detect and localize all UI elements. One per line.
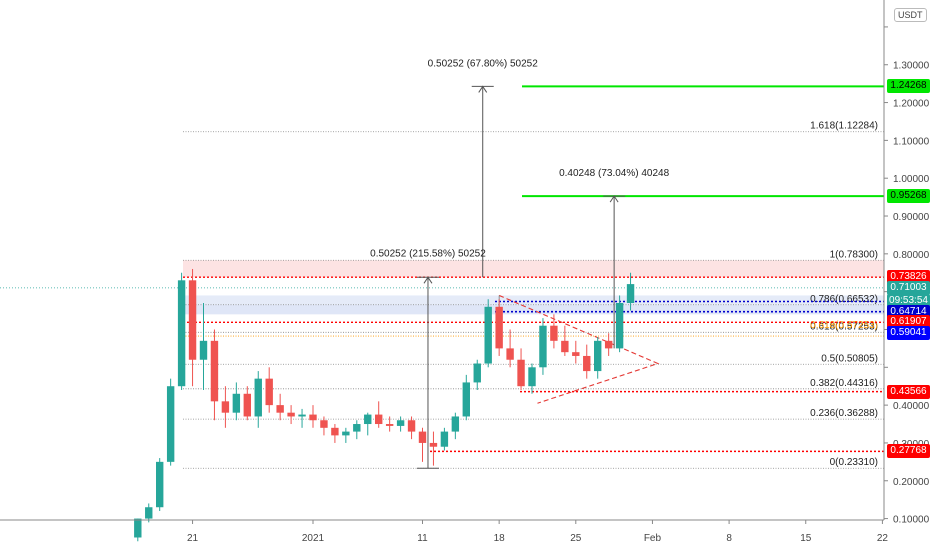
fib-label: 1.618(1.12284) — [810, 121, 878, 132]
candle-body — [462, 382, 470, 417]
candle-body — [221, 401, 230, 413]
candle-body — [396, 420, 405, 426]
candle-body — [331, 427, 339, 436]
candle-body — [177, 280, 186, 387]
fib-label: 0.618(0.57253) — [810, 321, 878, 332]
price-badge: 09:53:54 — [887, 293, 930, 308]
candle-body — [385, 424, 394, 426]
measurements: 0.50252 (67.80%) 50252 0.50252 (215.58%) … — [370, 58, 670, 469]
price-badge: 0.71003 — [887, 280, 930, 295]
price-badge: 0.43566 — [887, 384, 930, 399]
candle-body — [528, 367, 536, 387]
candle-body — [188, 280, 197, 360]
y-tick-label: 0.40000 — [893, 401, 930, 412]
fib-bands — [183, 260, 884, 315]
candle-body — [309, 414, 317, 421]
price-badge: 0.73826 — [887, 270, 930, 285]
y-tick-label: 1.10000 — [893, 136, 930, 147]
x-tick-label: 2021 — [302, 533, 325, 544]
fib-label: 0(0.23310) — [830, 457, 878, 468]
candle-body — [473, 363, 481, 383]
price-badge: 0.64714 — [887, 304, 930, 319]
fib-band-lower-blue — [183, 304, 884, 315]
measure-label: 0.40248 (73.04%) 40248 — [559, 168, 670, 179]
horizontal-levels — [0, 85, 884, 453]
y-tick-label: 0.80000 — [893, 250, 930, 261]
price-badge: 0.27768 — [887, 444, 930, 459]
x-tick-label: 15 — [800, 533, 812, 544]
candle-body — [353, 424, 361, 432]
candle-body — [594, 340, 602, 372]
candle-body — [375, 414, 383, 425]
x-tick-label: 18 — [494, 533, 506, 544]
candle-body — [517, 359, 525, 387]
y-tick-label: 0.20000 — [893, 477, 930, 488]
candle-body — [539, 325, 547, 368]
candle-body — [495, 306, 503, 349]
candle-body — [243, 393, 251, 417]
candle-body — [506, 348, 514, 360]
candle-body — [615, 303, 624, 349]
y-tick-label: 1.30000 — [893, 61, 930, 72]
price-badge: 0.95268 — [887, 189, 930, 204]
fib-band-top — [183, 260, 884, 278]
x-tick-label: 21 — [187, 533, 199, 544]
x-tick-label: 22 — [877, 533, 889, 544]
x-tick-label: 8 — [726, 533, 732, 544]
candle-body — [626, 284, 635, 304]
y-tick-label: 0.10000 — [893, 515, 930, 526]
y-tick-label: 0.90000 — [893, 212, 930, 223]
candle-body — [484, 306, 492, 364]
currency-label[interactable]: USDT — [894, 8, 927, 22]
candle-body — [156, 461, 164, 508]
measure-label: 0.50252 (215.58%) 50252 — [370, 248, 486, 259]
triangle-outline — [498, 294, 660, 404]
fib-label: 0.382(0.44316) — [810, 378, 878, 389]
orange-fib-label: 0.618(0.57253) — [810, 320, 878, 331]
candle-body — [145, 507, 153, 519]
candle-body — [210, 340, 219, 402]
candle-body — [418, 431, 427, 443]
candle-body — [265, 378, 273, 406]
x-tick-label: 11 — [417, 533, 428, 544]
price-badge: 0.61907 — [887, 315, 930, 330]
y-tick-label: 1.00000 — [893, 174, 930, 185]
candle-body — [550, 325, 558, 341]
x-tick-label: Feb — [644, 533, 662, 544]
price-badge: 1.24268 — [887, 79, 930, 94]
candle-body — [199, 340, 208, 360]
candle-body — [254, 378, 262, 417]
candle-body — [572, 352, 580, 356]
candle-body — [298, 414, 306, 417]
fib-label: 0.786(0.66532) — [810, 294, 878, 305]
candle-body — [320, 420, 328, 428]
candle-body — [407, 420, 416, 432]
candle-body — [604, 340, 613, 349]
candle-body — [451, 416, 460, 432]
fib-label: 0.236(0.36288) — [810, 408, 878, 419]
candle-body — [166, 386, 175, 462]
candle-body — [342, 431, 350, 436]
fib-label: 1(0.78300) — [830, 249, 878, 260]
candle-body — [232, 393, 241, 413]
price-badge: 0.59041 — [887, 326, 930, 341]
candle-body — [561, 340, 569, 353]
x-tick-label: 25 — [570, 533, 582, 544]
measure-label: 0.50252 (67.80%) 50252 — [428, 58, 539, 69]
candle-body — [364, 414, 372, 425]
candle-body — [429, 442, 438, 447]
candle-body — [276, 405, 284, 413]
y-tick-label: 1.20000 — [893, 99, 930, 110]
candle-body — [440, 431, 449, 447]
fib-retracement: 1.618(1.12284) 1(0.78300) 0.786(0.66532) 0.… — [183, 121, 884, 469]
candle-body — [583, 355, 591, 372]
fib-label: 0.5(0.50805) — [821, 353, 878, 364]
candle-body — [287, 412, 295, 417]
candle-body — [134, 518, 142, 538]
candles — [134, 268, 635, 542]
fib-band-upper-blue — [183, 295, 884, 305]
